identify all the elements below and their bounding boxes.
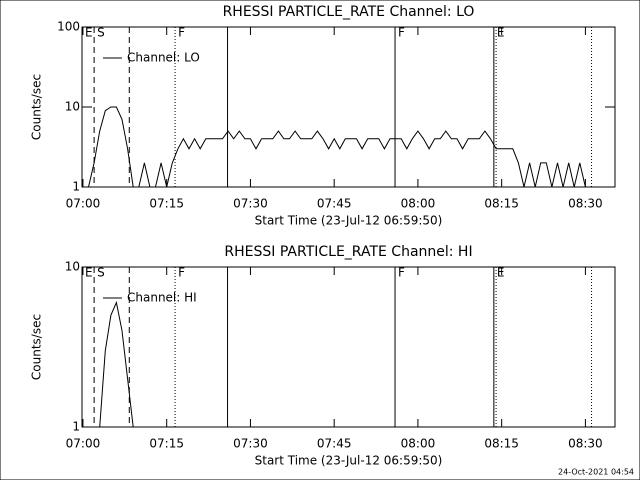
x-axis-label: Start Time (23-Jul-12 06:59:50) — [255, 454, 443, 468]
x-tick-label: 08:15 — [484, 197, 519, 211]
annotation-label: F — [178, 26, 185, 40]
y-tick-label: 10 — [65, 260, 80, 274]
annotation-label: F — [178, 266, 185, 280]
y-tick-label: 1 — [72, 420, 80, 434]
y-tick-label: 100 — [57, 20, 80, 34]
annotation-label: F — [398, 266, 405, 280]
annotation-label: E — [85, 26, 93, 40]
annotation-label: E — [497, 26, 505, 40]
x-tick-label: 07:30 — [233, 197, 268, 211]
annotation-label: E — [497, 266, 505, 280]
x-tick-label: 07:15 — [149, 437, 184, 451]
x-tick-label: 08:00 — [401, 437, 436, 451]
annotation-label: F — [398, 26, 405, 40]
data-line — [82, 300, 591, 428]
x-tick-label: 07:15 — [149, 197, 184, 211]
y-axis-label: Counts/sec — [30, 314, 44, 380]
x-axis-label: Start Time (23-Jul-12 06:59:50) — [255, 214, 443, 228]
x-tick-label: 07:30 — [233, 437, 268, 451]
data-line — [82, 106, 591, 188]
legend-label: Channel: HI — [127, 291, 197, 305]
y-tick-label: 10 — [65, 100, 80, 114]
annotation-label: S — [97, 26, 105, 40]
x-tick-label: 07:00 — [66, 437, 101, 451]
x-tick-label: 08:30 — [568, 197, 603, 211]
footer: 24-Oct-2021 04:54 — [558, 468, 634, 477]
y-tick-label: 1 — [72, 180, 80, 194]
y-axis-label: Counts/sec — [30, 74, 44, 140]
chart-title: RHESSI PARTICLE_RATE Channel: LO — [223, 4, 475, 20]
x-tick-label: 07:45 — [317, 197, 352, 211]
chart-title: RHESSI PARTICLE_RATE Channel: HI — [224, 244, 472, 260]
annotation-label: S — [97, 266, 105, 280]
annotation-label: E — [85, 266, 93, 280]
x-tick-label: 08:30 — [568, 437, 603, 451]
x-tick-label: 07:45 — [317, 437, 352, 451]
legend-label: Channel: LO — [127, 51, 200, 65]
x-tick-label: 08:15 — [484, 437, 519, 451]
x-tick-label: 07:00 — [66, 197, 101, 211]
x-tick-label: 08:00 — [401, 197, 436, 211]
